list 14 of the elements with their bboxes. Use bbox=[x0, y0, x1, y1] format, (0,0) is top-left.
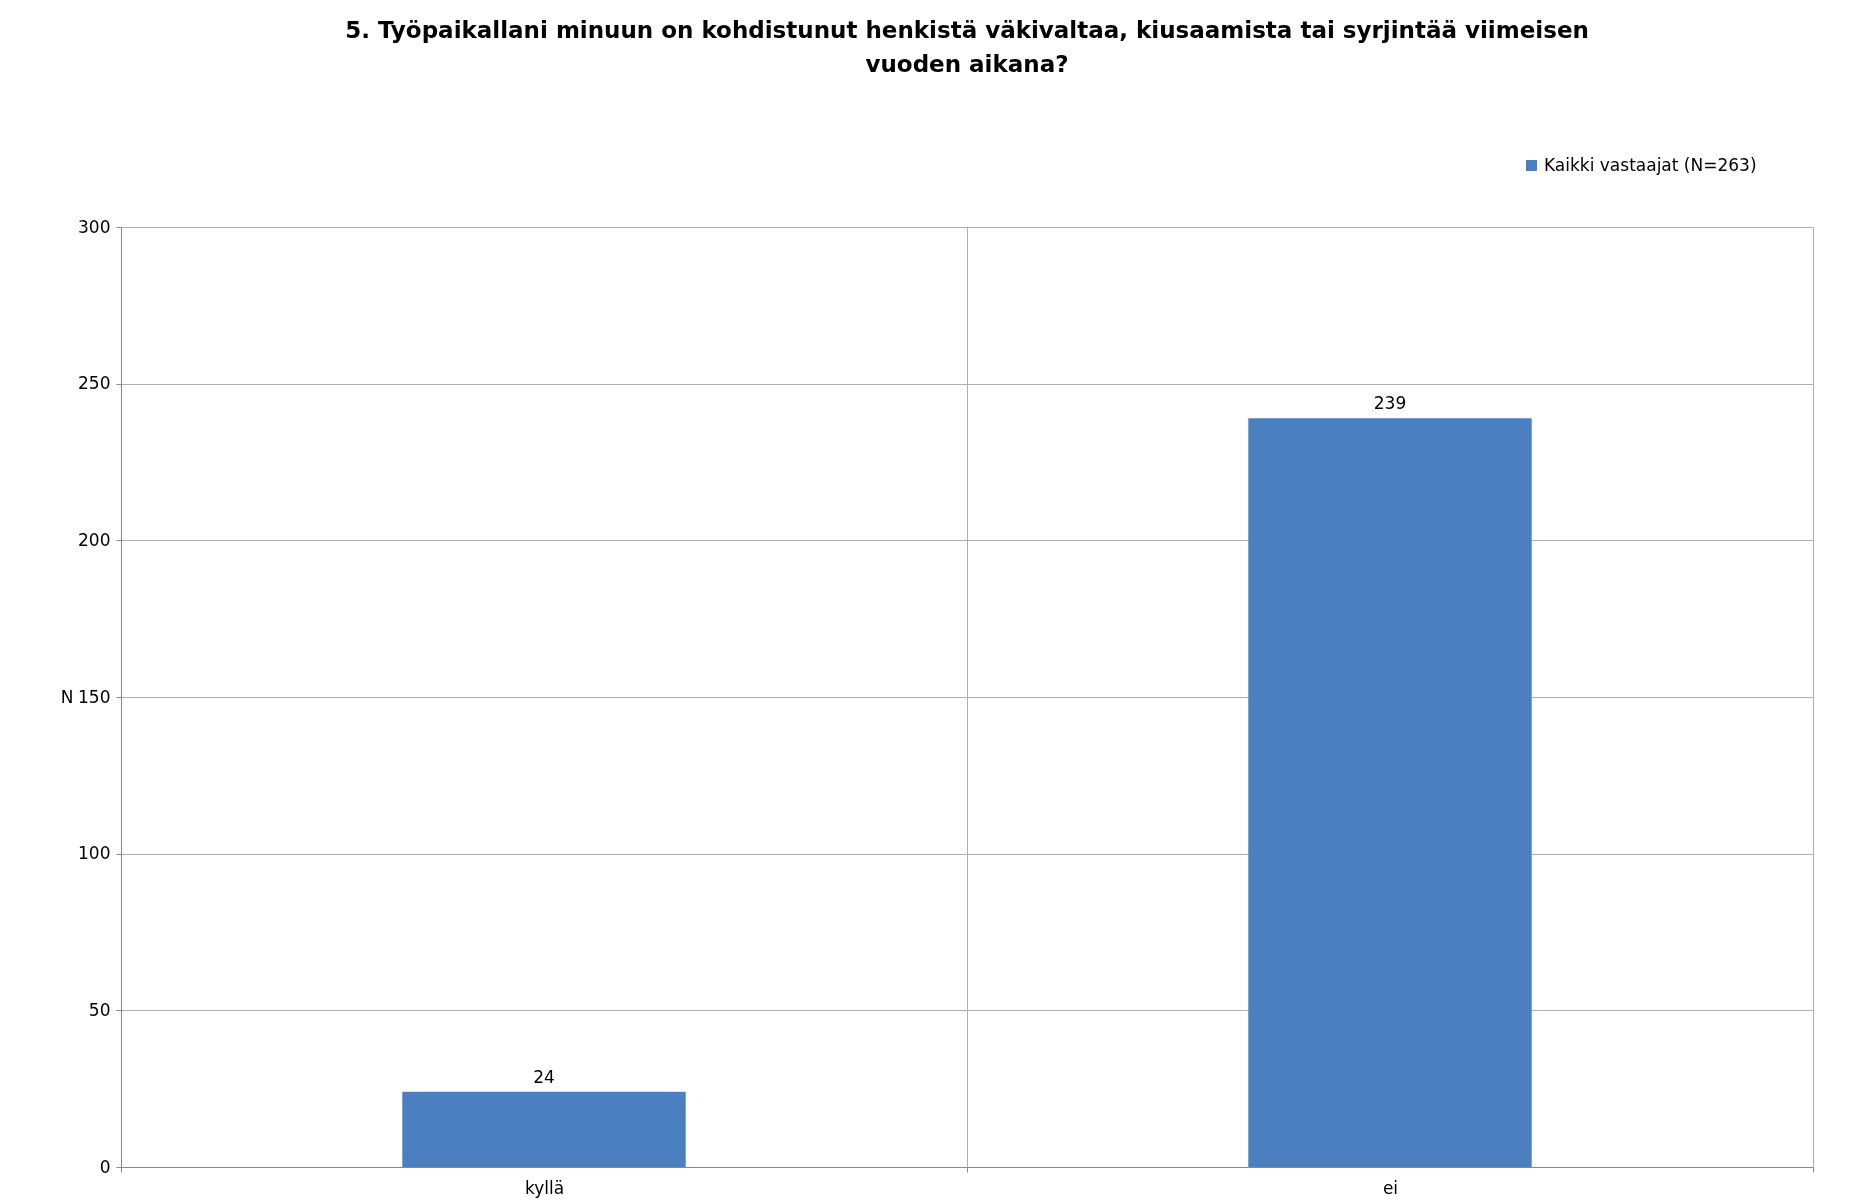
data-label: 239 bbox=[1373, 393, 1407, 414]
y-tick-label: 50 bbox=[88, 999, 111, 1020]
y-axis-title: N bbox=[60, 686, 74, 707]
legend-label: Kaikki vastaajat (N=263) bbox=[1544, 154, 1757, 175]
x-tick-label: ei bbox=[1382, 1177, 1399, 1198]
x-tick-label: kyllä bbox=[524, 1177, 565, 1198]
y-tick-label: 100 bbox=[78, 843, 111, 864]
y-tick-label: 0 bbox=[99, 1156, 111, 1177]
y-tick-label: 250 bbox=[78, 373, 111, 394]
y-tick-label: 150 bbox=[78, 686, 111, 707]
chart-title: 5. Työpaikallani minuun on kohdistunut henkistä väkivaltaa, kiusaamista tai syrjintää viimeisen vuoden aikana? bbox=[345, 17, 1589, 77]
y-tick-label: 300 bbox=[78, 216, 111, 237]
y-tick-label: 200 bbox=[78, 529, 111, 550]
data-label: 24 bbox=[533, 1066, 555, 1087]
